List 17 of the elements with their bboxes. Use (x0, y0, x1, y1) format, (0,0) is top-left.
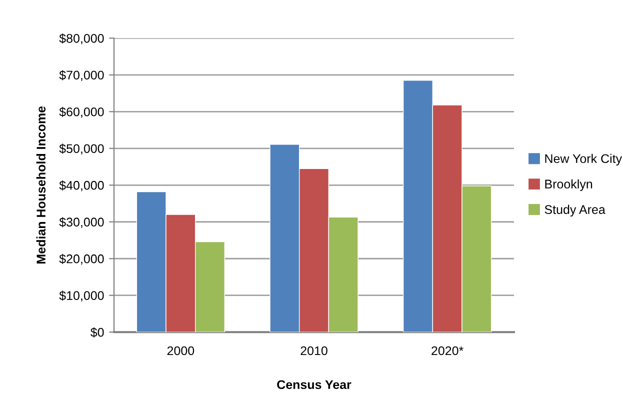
y-tick-label: $70,000 (59, 70, 104, 82)
legend-label: New York City (545, 154, 622, 166)
y-tick-label: $50,000 (59, 144, 104, 155)
x-axis-title: Census Year (277, 380, 352, 390)
x-tick-label: 2020* (432, 346, 464, 356)
y-tick-label: $60,000 (59, 106, 104, 118)
y-tick-label: $80,000 (59, 33, 104, 44)
y-tick-label: $40,000 (59, 180, 104, 192)
legend-label: Study Area (544, 204, 606, 216)
y-tick-label: $0 (90, 327, 104, 338)
x-tick-label: 2000 (167, 346, 194, 356)
y-tick-label: $10,000 (59, 290, 104, 302)
y-tick-label: $30,000 (59, 217, 104, 228)
y-tick-label: $20,000 (59, 254, 104, 265)
x-tick-label: 2010 (300, 346, 328, 356)
y-axis-title: Median Household Income (36, 106, 46, 264)
legend-label: Brooklyn (545, 179, 592, 191)
